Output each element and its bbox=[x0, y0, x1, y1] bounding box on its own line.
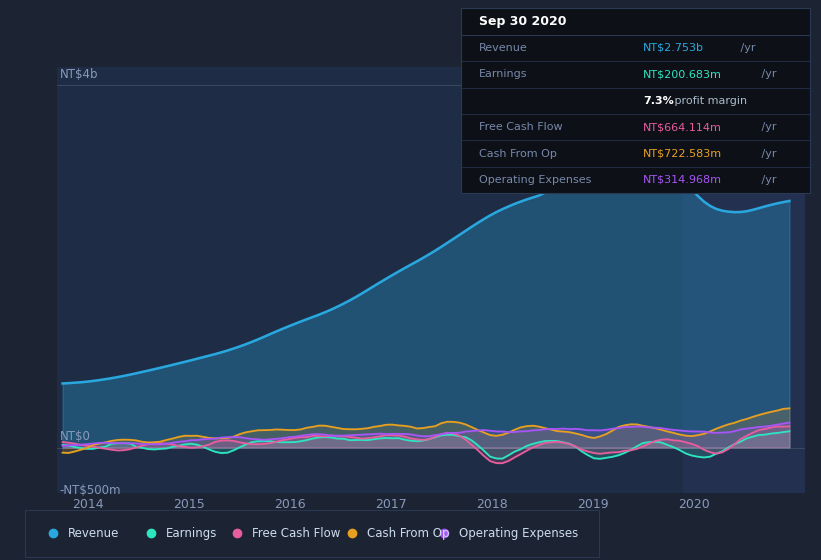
Text: NT$722.583m: NT$722.583m bbox=[643, 148, 722, 158]
Text: /yr: /yr bbox=[758, 122, 777, 132]
Text: -NT$500m: -NT$500m bbox=[59, 484, 121, 497]
Text: Earnings: Earnings bbox=[165, 527, 217, 540]
Text: 7.3%: 7.3% bbox=[643, 96, 673, 106]
Text: NT$4b: NT$4b bbox=[59, 68, 98, 81]
Text: profit margin: profit margin bbox=[671, 96, 747, 106]
Text: /yr: /yr bbox=[758, 175, 777, 185]
Text: Operating Expenses: Operating Expenses bbox=[458, 527, 578, 540]
Text: Free Cash Flow: Free Cash Flow bbox=[251, 527, 340, 540]
Text: Cash From Op: Cash From Op bbox=[366, 527, 449, 540]
Text: Operating Expenses: Operating Expenses bbox=[479, 175, 591, 185]
Text: Revenue: Revenue bbox=[479, 43, 528, 53]
Text: Earnings: Earnings bbox=[479, 69, 527, 80]
Text: NT$0: NT$0 bbox=[59, 430, 90, 443]
Text: Free Cash Flow: Free Cash Flow bbox=[479, 122, 562, 132]
Text: Sep 30 2020: Sep 30 2020 bbox=[479, 15, 566, 28]
Text: /yr: /yr bbox=[758, 69, 777, 80]
Text: NT$314.968m: NT$314.968m bbox=[643, 175, 722, 185]
Text: NT$664.114m: NT$664.114m bbox=[643, 122, 722, 132]
Text: Revenue: Revenue bbox=[68, 527, 119, 540]
Text: /yr: /yr bbox=[737, 43, 755, 53]
Bar bbox=[683, 67, 805, 493]
Text: /yr: /yr bbox=[758, 148, 777, 158]
Text: NT$200.683m: NT$200.683m bbox=[643, 69, 722, 80]
Text: Cash From Op: Cash From Op bbox=[479, 148, 557, 158]
Text: NT$2.753b: NT$2.753b bbox=[643, 43, 704, 53]
